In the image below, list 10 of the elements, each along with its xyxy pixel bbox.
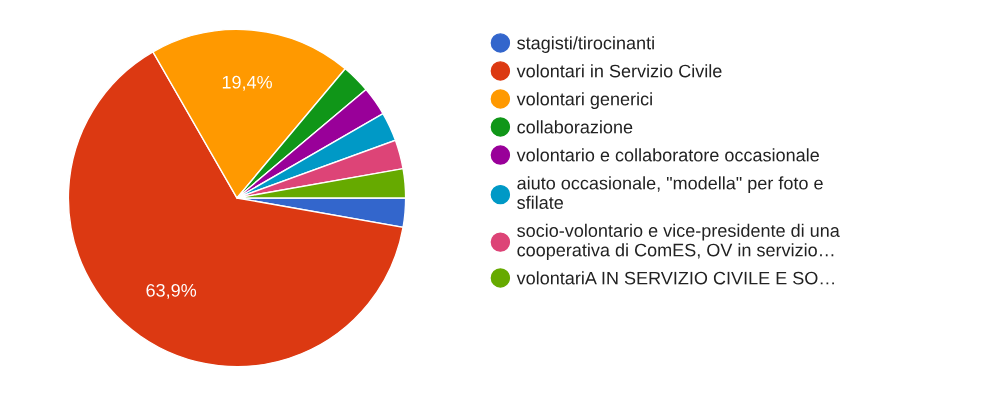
legend-label: stagisti/tirocinanti (517, 36, 654, 53)
legend-label: socio-volontario e vice-presidente di una cooperativa di ComES, OV in servizio… (517, 223, 840, 261)
legend-label: volontari in Servizio Civile (516, 64, 722, 78)
data-label: 63,9% (146, 283, 197, 299)
legend-label: volontari generici (516, 92, 652, 110)
legend-label: collaborazione (517, 120, 633, 134)
legend-label: volontariA IN SERVIZIO CIVILE E SO… (516, 271, 834, 285)
data-label: 19,4% (222, 75, 272, 91)
legend-label: aiuto occasionale, "modella" per foto e sfilate (517, 176, 823, 209)
legend-label: volontario e collaboratore occasionale (516, 148, 819, 162)
